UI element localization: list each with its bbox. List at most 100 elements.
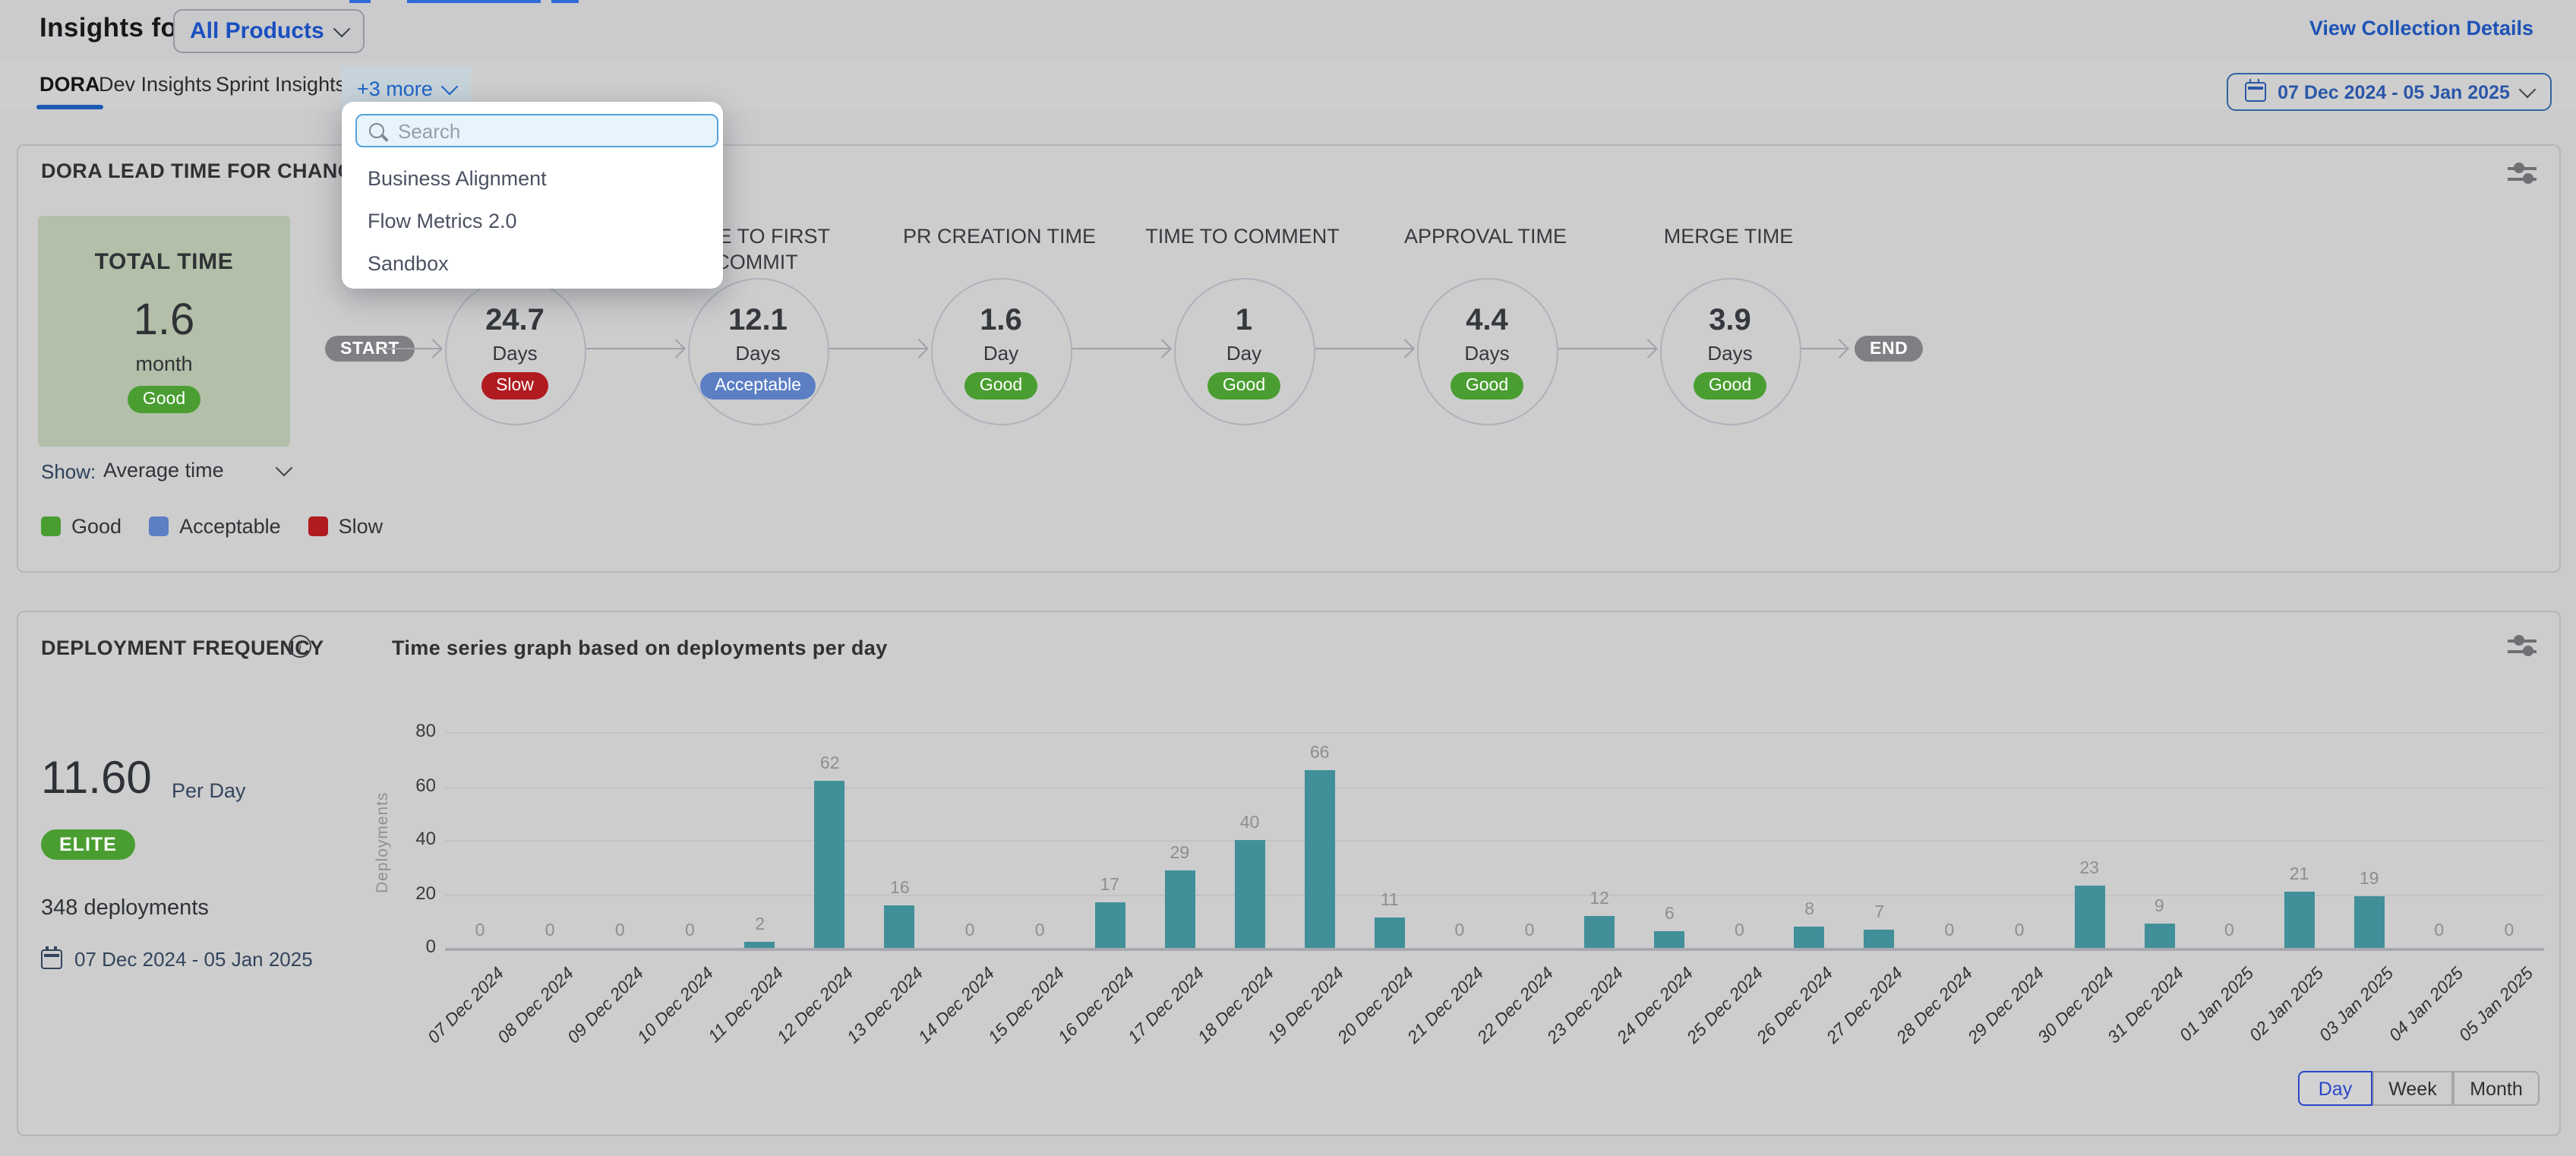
date-range-picker[interactable]: 07 Dec 2024 - 05 Jan 2025 bbox=[2227, 73, 2552, 111]
bar-value-label: 40 bbox=[1239, 814, 1260, 832]
stage-rating-badge: Slow bbox=[481, 371, 549, 399]
bar-13-dec-2024[interactable] bbox=[884, 905, 915, 948]
bar-value-label: 19 bbox=[2359, 870, 2379, 889]
stage-unit: Days bbox=[1464, 341, 1510, 364]
stage-unit: Day bbox=[983, 341, 1019, 364]
bar-30-dec-2024[interactable] bbox=[2074, 886, 2105, 948]
tab-dev-insights[interactable]: Dev Insights bbox=[99, 73, 212, 96]
stage-value: 1.6 bbox=[980, 303, 1022, 336]
dropdown-item-business-alignment[interactable]: Business Alignment bbox=[368, 166, 547, 189]
date-range-label: 07 Dec 2024 - 05 Jan 2025 bbox=[2278, 81, 2510, 103]
bar-03-jan-2025[interactable] bbox=[2353, 896, 2385, 948]
bar-value-label: 23 bbox=[2079, 860, 2099, 879]
show-metric-select[interactable]: Average time bbox=[103, 459, 224, 482]
total-time-rating-badge: Good bbox=[127, 386, 201, 413]
dropdown-search-box[interactable] bbox=[355, 114, 718, 147]
dropdown-item-sandbox[interactable]: Sandbox bbox=[368, 251, 449, 274]
bar-24-dec-2024[interactable] bbox=[1654, 931, 1685, 948]
bar-value-label: 0 bbox=[685, 922, 695, 940]
bar-value-label: 0 bbox=[475, 922, 485, 940]
tab-bar: DORA Dev Insights Sprint Insights +3 more bbox=[0, 59, 2576, 109]
bar-20-dec-2024[interactable] bbox=[1374, 918, 1405, 948]
bar-value-label: 0 bbox=[2504, 922, 2514, 940]
stage-label-merge-time: MERGE TIME bbox=[1663, 225, 1794, 248]
collection-selector-button[interactable]: All Products bbox=[173, 9, 365, 53]
deployment-chart-subtitle: Time series graph based on deployments p… bbox=[392, 636, 888, 659]
calendar-icon bbox=[2244, 78, 2266, 102]
bar-value-label: 66 bbox=[1309, 744, 1330, 763]
stage-rating-badge: Good bbox=[1693, 371, 1767, 399]
total-time-label: TOTAL TIME bbox=[94, 249, 234, 275]
chart-gridline bbox=[445, 840, 2544, 842]
performance-badge: ELITE bbox=[41, 829, 135, 860]
flow-arrow bbox=[1072, 348, 1170, 350]
bar-value-label: 0 bbox=[614, 922, 625, 940]
stage-unit: Days bbox=[1707, 341, 1753, 364]
deployment-rate-value: 11.60 bbox=[41, 753, 152, 804]
legend-swatch-slow bbox=[308, 516, 328, 536]
chevron-down-icon[interactable] bbox=[275, 459, 293, 477]
bar-27-dec-2024[interactable] bbox=[1864, 929, 1895, 948]
deployment-frequency-card: DEPLOYMENT FREQUENCY i Time series graph… bbox=[17, 611, 2561, 1136]
widget-settings-icon[interactable] bbox=[2508, 635, 2537, 658]
tab-dora[interactable]: DORA bbox=[36, 59, 103, 109]
total-time-unit: month bbox=[135, 352, 193, 375]
bar-11-dec-2024[interactable] bbox=[744, 942, 775, 948]
search-input[interactable] bbox=[395, 118, 690, 144]
bar-17-dec-2024[interactable] bbox=[1164, 870, 1195, 948]
clipped-breadcrumb-fragment bbox=[551, 0, 579, 3]
stage-value: 4.4 bbox=[1466, 303, 1508, 336]
rating-legend: Good Acceptable Slow bbox=[41, 515, 383, 538]
chart-gridline bbox=[445, 786, 2544, 788]
bar-value-label: 0 bbox=[1524, 922, 1535, 940]
bar-value-label: 0 bbox=[2434, 922, 2445, 940]
bar-16-dec-2024[interactable] bbox=[1094, 902, 1125, 948]
bar-value-label: 6 bbox=[1664, 905, 1675, 924]
tab-sprint-insights[interactable]: Sprint Insights bbox=[216, 73, 346, 96]
bar-value-label: 21 bbox=[2289, 865, 2309, 884]
bar-value-label: 0 bbox=[964, 922, 975, 940]
stage-unit: Days bbox=[735, 341, 781, 364]
clipped-breadcrumb-fragment bbox=[349, 0, 371, 3]
bar-12-dec-2024[interactable] bbox=[814, 780, 845, 948]
bar-19-dec-2024[interactable] bbox=[1304, 769, 1335, 948]
deployment-card-title: DEPLOYMENT FREQUENCY bbox=[41, 636, 324, 659]
info-icon[interactable]: i bbox=[289, 635, 311, 658]
widget-settings-icon[interactable] bbox=[2508, 163, 2537, 185]
chart-x-axis bbox=[445, 948, 2544, 950]
granularity-month[interactable]: Month bbox=[2453, 1071, 2540, 1106]
show-label: Show: bbox=[41, 460, 96, 483]
dropdown-item-flow-metrics-2-0[interactable]: Flow Metrics 2.0 bbox=[368, 209, 517, 232]
stage-label-time-to-comment: TIME TO COMMENT bbox=[1145, 225, 1340, 248]
stage-node-approval-time: 4.4 Days Good bbox=[1416, 277, 1558, 425]
stage-value: 1 bbox=[1235, 303, 1253, 336]
bar-23-dec-2024[interactable] bbox=[1584, 915, 1615, 948]
bar-value-label: 62 bbox=[819, 754, 840, 773]
y-axis-tick-label: 80 bbox=[415, 720, 436, 741]
bar-value-label: 0 bbox=[1944, 922, 1955, 940]
stage-label-pr-creation-time: PR CREATION TIME bbox=[902, 225, 1096, 248]
view-collection-details-link[interactable]: View Collection Details bbox=[2309, 17, 2533, 39]
bar-value-label: 0 bbox=[2014, 922, 2025, 940]
granularity-day[interactable]: Day bbox=[2298, 1071, 2372, 1106]
granularity-week[interactable]: Week bbox=[2372, 1071, 2453, 1106]
deployment-rate-unit: Per Day bbox=[172, 779, 246, 802]
flow-arrow bbox=[383, 348, 441, 350]
bar-value-label: 16 bbox=[890, 879, 910, 898]
stage-rating-badge: Good bbox=[1207, 371, 1281, 399]
bar-value-label: 7 bbox=[1874, 903, 1885, 922]
deployments-count: 348 deployments bbox=[41, 896, 209, 921]
bar-26-dec-2024[interactable] bbox=[1794, 926, 1825, 948]
legend-item-acceptable: Acceptable bbox=[149, 515, 281, 538]
bar-31-dec-2024[interactable] bbox=[2144, 924, 2175, 948]
stage-node-time-to-comment: 1 Day Good bbox=[1173, 277, 1315, 425]
bar-18-dec-2024[interactable] bbox=[1234, 840, 1265, 948]
chart-gridline bbox=[445, 732, 2544, 734]
bar-value-label: 2 bbox=[755, 916, 765, 935]
legend-label: Good bbox=[71, 515, 122, 538]
bar-value-label: 0 bbox=[545, 922, 555, 940]
bar-value-label: 8 bbox=[1804, 900, 1814, 919]
collection-selector-label: All Products bbox=[190, 18, 324, 44]
bar-02-jan-2025[interactable] bbox=[2284, 891, 2315, 948]
